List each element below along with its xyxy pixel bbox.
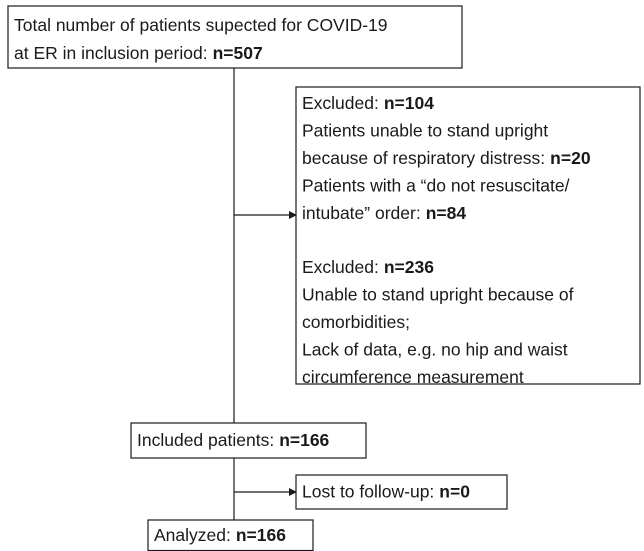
line-text: Patients unable to stand upright [302, 120, 548, 140]
line-text: intubate” order: [302, 203, 421, 223]
box-line: Lack of data, e.g. no hip and waist [302, 339, 568, 359]
count: n=507 [213, 43, 263, 63]
box-line: Analyzed: n=166 [154, 525, 286, 545]
box-line: Patients with a “do not resuscitate/ [302, 175, 570, 195]
count: n=0 [439, 481, 470, 501]
line-text: Lack of data, e.g. no hip and waist [302, 339, 568, 359]
box-line: comorbidities; [302, 312, 410, 332]
line-text: because of respiratory distress: [302, 148, 545, 168]
box [295, 86, 641, 385]
count: n=166 [279, 430, 329, 450]
line-text: Lost to follow-up: [302, 481, 434, 501]
line-text: Excluded: [302, 93, 379, 113]
box-line: Unable to stand upright because of [302, 284, 574, 304]
line-text: Excluded: [302, 257, 379, 277]
boxes: Total number of patients supected for CO… [7, 5, 641, 551]
count: n=236 [384, 257, 434, 277]
box-line: at ER in inclusion period: n=507 [14, 43, 263, 63]
box-line: Excluded: n=104 [302, 93, 434, 113]
line-text: comorbidities; [302, 312, 410, 332]
count: n=20 [550, 148, 591, 168]
line-text: Included patients: [137, 430, 274, 450]
box-line: Lost to follow-up: n=0 [302, 481, 470, 501]
box-line: Excluded: n=236 [302, 257, 434, 277]
box-line: because of respiratory distress: n=20 [302, 148, 591, 168]
box-line: Patients unable to stand upright [302, 120, 548, 140]
count: n=104 [384, 93, 434, 113]
line-text: circumference measurement [302, 367, 524, 387]
box-line: circumference measurement [302, 367, 524, 387]
box-line: intubate” order: n=84 [302, 203, 466, 223]
box [295, 474, 508, 510]
box [130, 422, 367, 459]
box [7, 5, 463, 69]
line-text: at ER in inclusion period: [14, 43, 208, 63]
count: n=84 [426, 203, 467, 223]
line-text: Patients with a “do not resuscitate/ [302, 175, 570, 195]
box-line: Total number of patients supected for CO… [14, 15, 388, 35]
box-line: Included patients: n=166 [137, 430, 330, 450]
line-text: Total number of patients supected for CO… [14, 15, 388, 35]
line-text: Analyzed: [154, 525, 231, 545]
line-text: Unable to stand upright because of [302, 284, 574, 304]
count: n=166 [236, 525, 286, 545]
